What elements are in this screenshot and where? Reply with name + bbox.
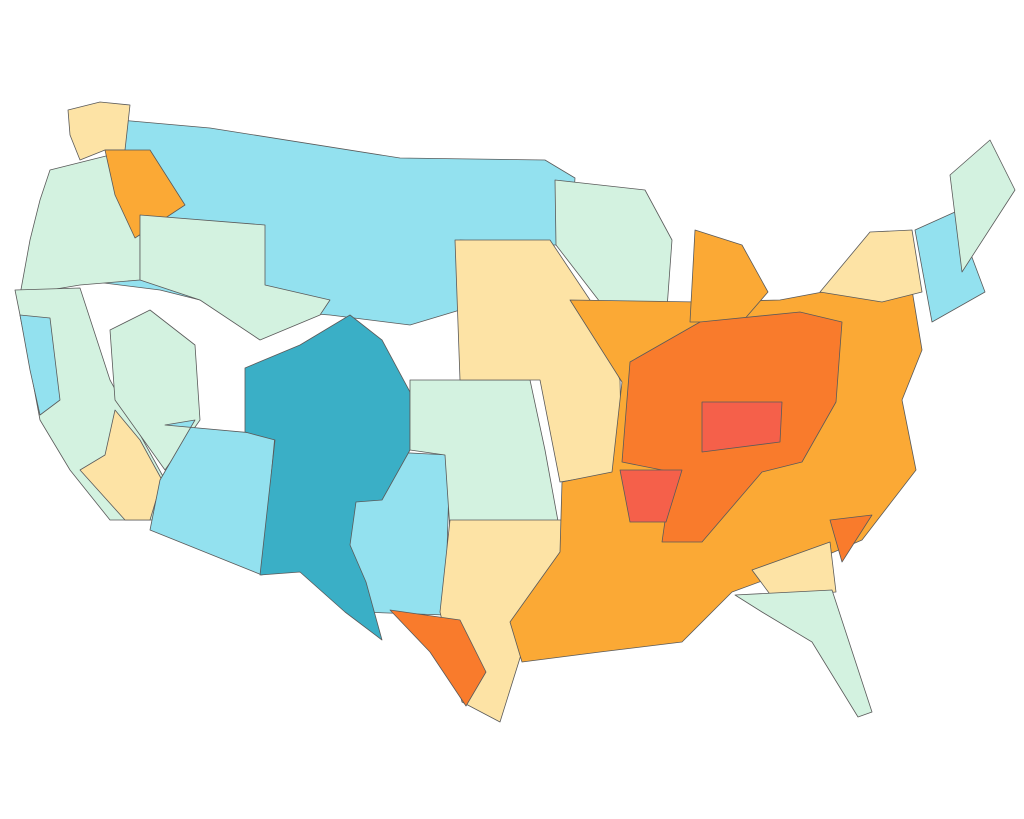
- region: [734, 589, 873, 718]
- region: [751, 541, 837, 598]
- region: [389, 609, 487, 707]
- region: [619, 469, 683, 523]
- region: [19, 314, 61, 416]
- region: [829, 514, 873, 563]
- region: [109, 309, 201, 471]
- region: [689, 229, 769, 323]
- region: [139, 214, 331, 341]
- region: [819, 229, 923, 303]
- region: [701, 401, 783, 453]
- region: [949, 139, 1016, 273]
- region: [79, 409, 163, 521]
- region: [244, 314, 411, 641]
- region: [914, 211, 986, 323]
- regions: [14, 101, 1016, 723]
